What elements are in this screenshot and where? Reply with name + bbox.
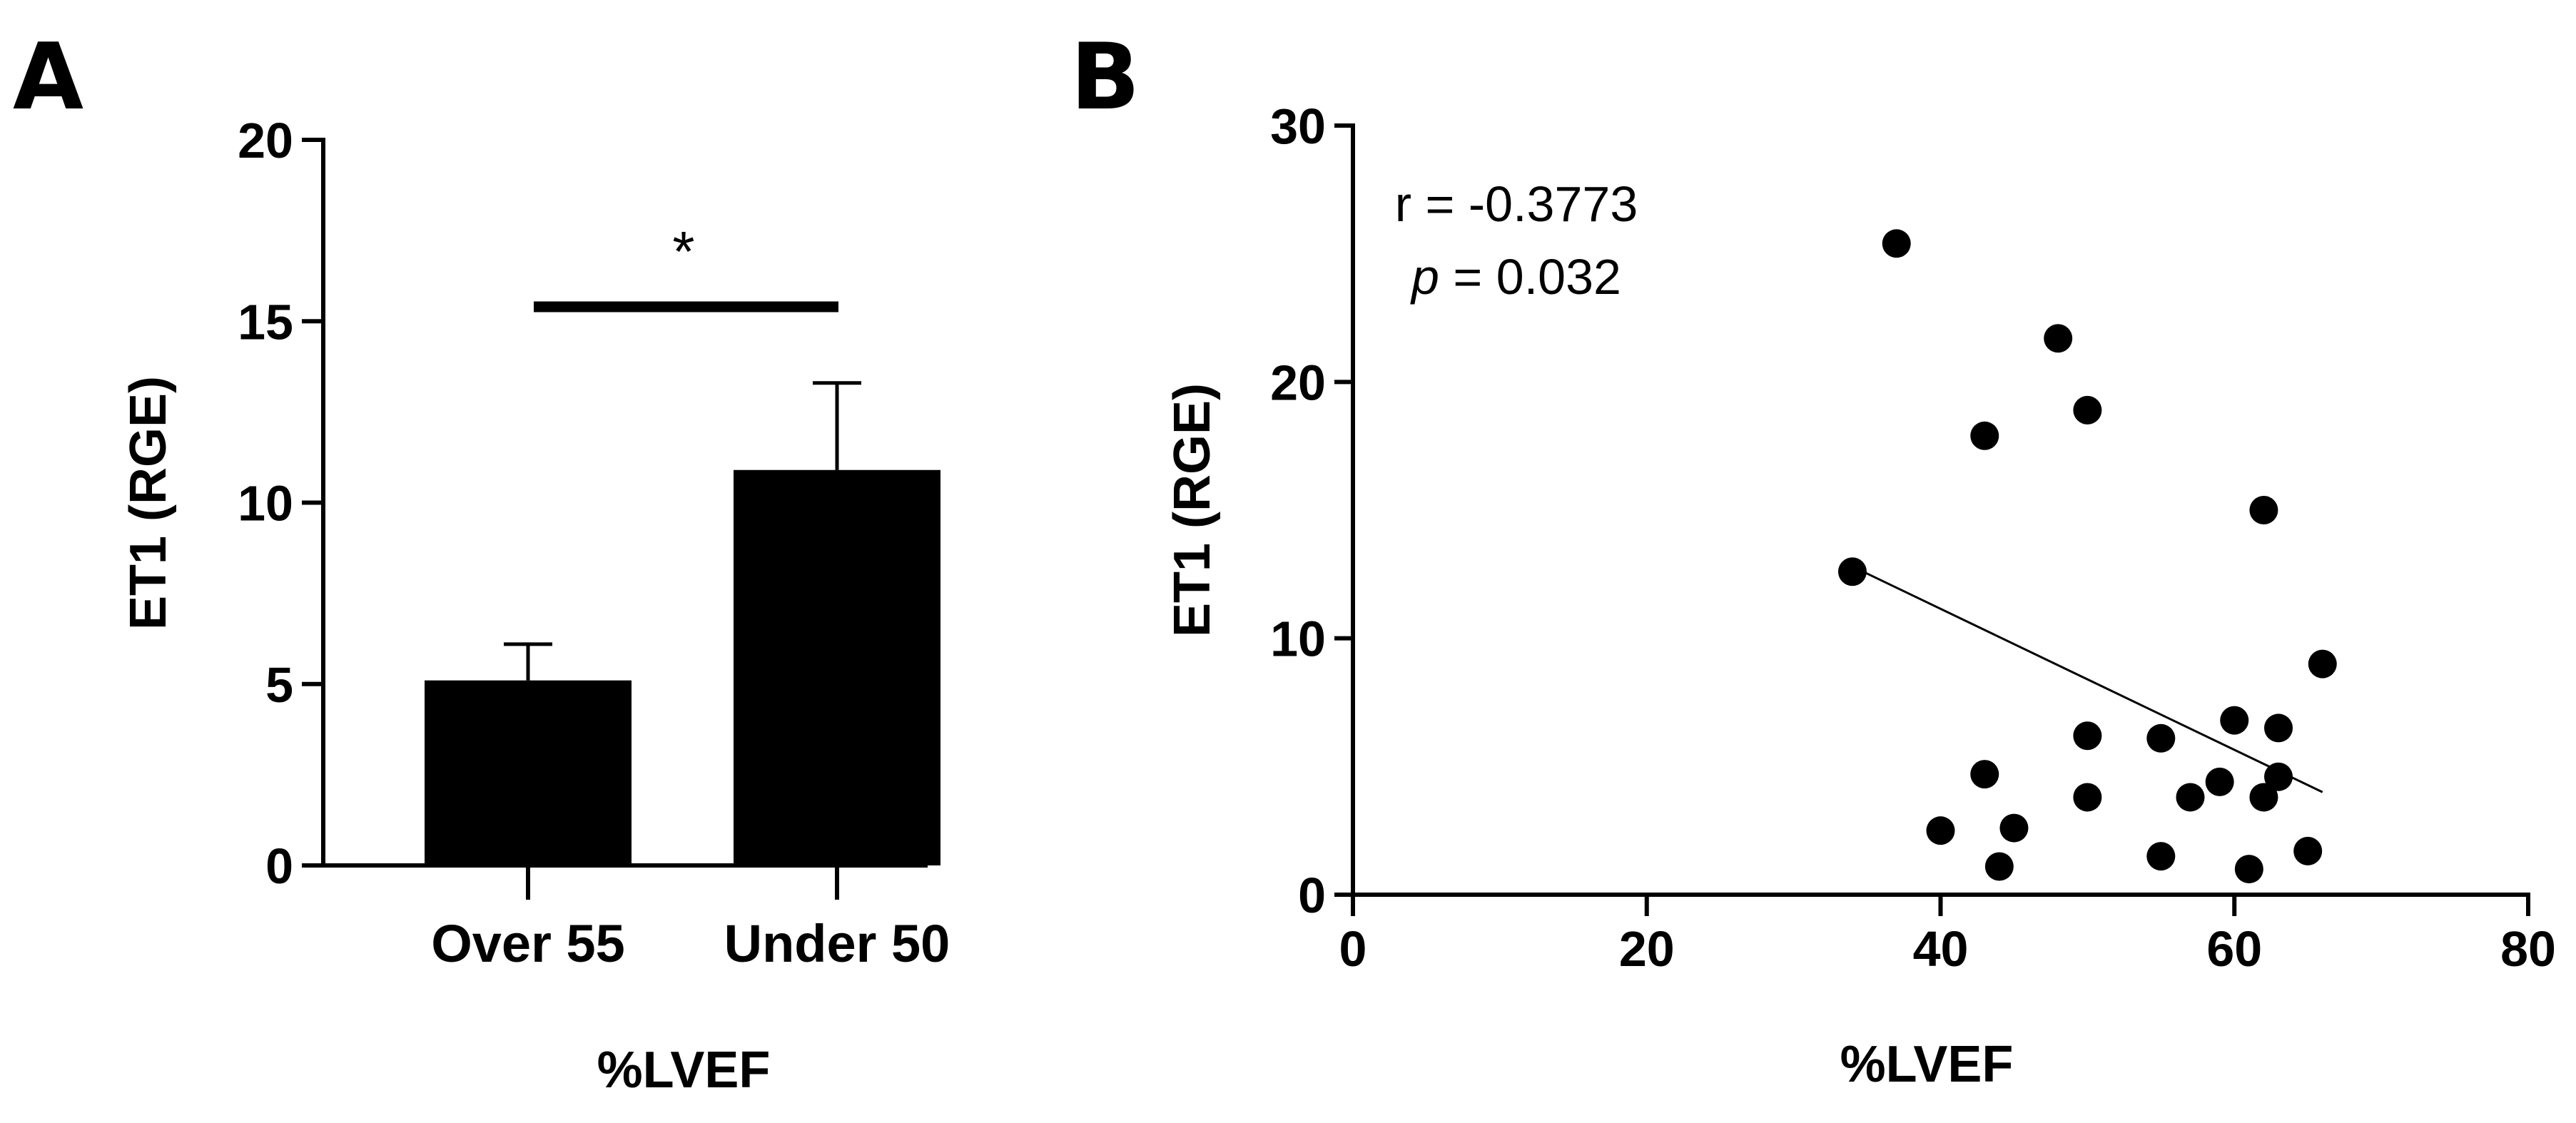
y-tick-label: 20	[238, 113, 293, 168]
data-point	[1984, 852, 2014, 881]
bar	[425, 680, 632, 865]
data-point	[2264, 762, 2293, 791]
bar	[734, 469, 940, 865]
data-point	[2249, 783, 2278, 812]
panel-a-bar-chart: 0 5 10 15 20 Over 55 Under 50 * ET1 (RGE) %LVEF	[120, 113, 950, 1099]
data-point	[1837, 557, 1867, 586]
data-point	[1999, 813, 2029, 843]
x-axis-title: %LVEF	[1840, 1036, 2014, 1093]
x-tick-label: 60	[2206, 921, 2262, 977]
x-tick-label: 20	[1619, 921, 1675, 977]
data-point	[1970, 421, 1999, 450]
data-point	[2044, 324, 2073, 353]
data-point	[1970, 760, 1999, 789]
p-value: = 0.032	[1439, 249, 1621, 305]
data-point	[2293, 836, 2323, 865]
y-axis-title: ET1 (RGE)	[1164, 383, 1221, 637]
y-axis-title: ET1 (RGE)	[120, 376, 177, 630]
data-point	[2205, 767, 2234, 796]
data-point	[2146, 842, 2176, 871]
data-point	[2249, 496, 2278, 524]
regression-line	[1852, 565, 2323, 793]
data-point	[2234, 855, 2263, 884]
data-point	[2264, 713, 2293, 743]
category-label: Over 55	[431, 914, 625, 973]
data-point	[2176, 783, 2205, 812]
data-point	[1882, 229, 1911, 258]
x-tick-label: 80	[2500, 921, 2556, 977]
data-point	[2308, 649, 2337, 679]
panel-b-scatter-chart: 0 10 20 30 0 20 40 60 80 r = -0.3773 p = 0.032 ET1 …	[1164, 98, 2556, 1093]
panel-a-letter: A	[13, 24, 83, 131]
category-label: Under 50	[724, 914, 950, 973]
panel-b-letter: B	[1070, 24, 1140, 131]
y-tick-label: 0	[1298, 868, 1326, 923]
y-tick-label: 20	[1270, 355, 1326, 410]
y-tick-label: 15	[238, 294, 293, 350]
data-point	[2073, 783, 2102, 812]
significance-star: *	[672, 220, 694, 283]
data-point	[1926, 816, 1955, 845]
y-tick-label: 5	[265, 657, 293, 713]
p-value-text: p = 0.032	[1410, 249, 1621, 305]
x-tick-label: 0	[1339, 921, 1367, 977]
x-axis-title: %LVEF	[597, 1042, 771, 1099]
y-tick-label: 10	[238, 476, 293, 532]
y-tick-label: 0	[265, 838, 293, 894]
data-point	[2073, 395, 2102, 425]
data-point	[2073, 721, 2102, 751]
y-tick-label: 10	[1270, 611, 1326, 667]
y-tick-label: 30	[1270, 98, 1326, 154]
p-symbol: p	[1410, 249, 1439, 305]
data-point	[2146, 723, 2176, 753]
correlation-text: r = -0.3773	[1395, 176, 1638, 232]
x-tick-label: 40	[1913, 921, 1969, 977]
data-point	[2220, 706, 2249, 735]
